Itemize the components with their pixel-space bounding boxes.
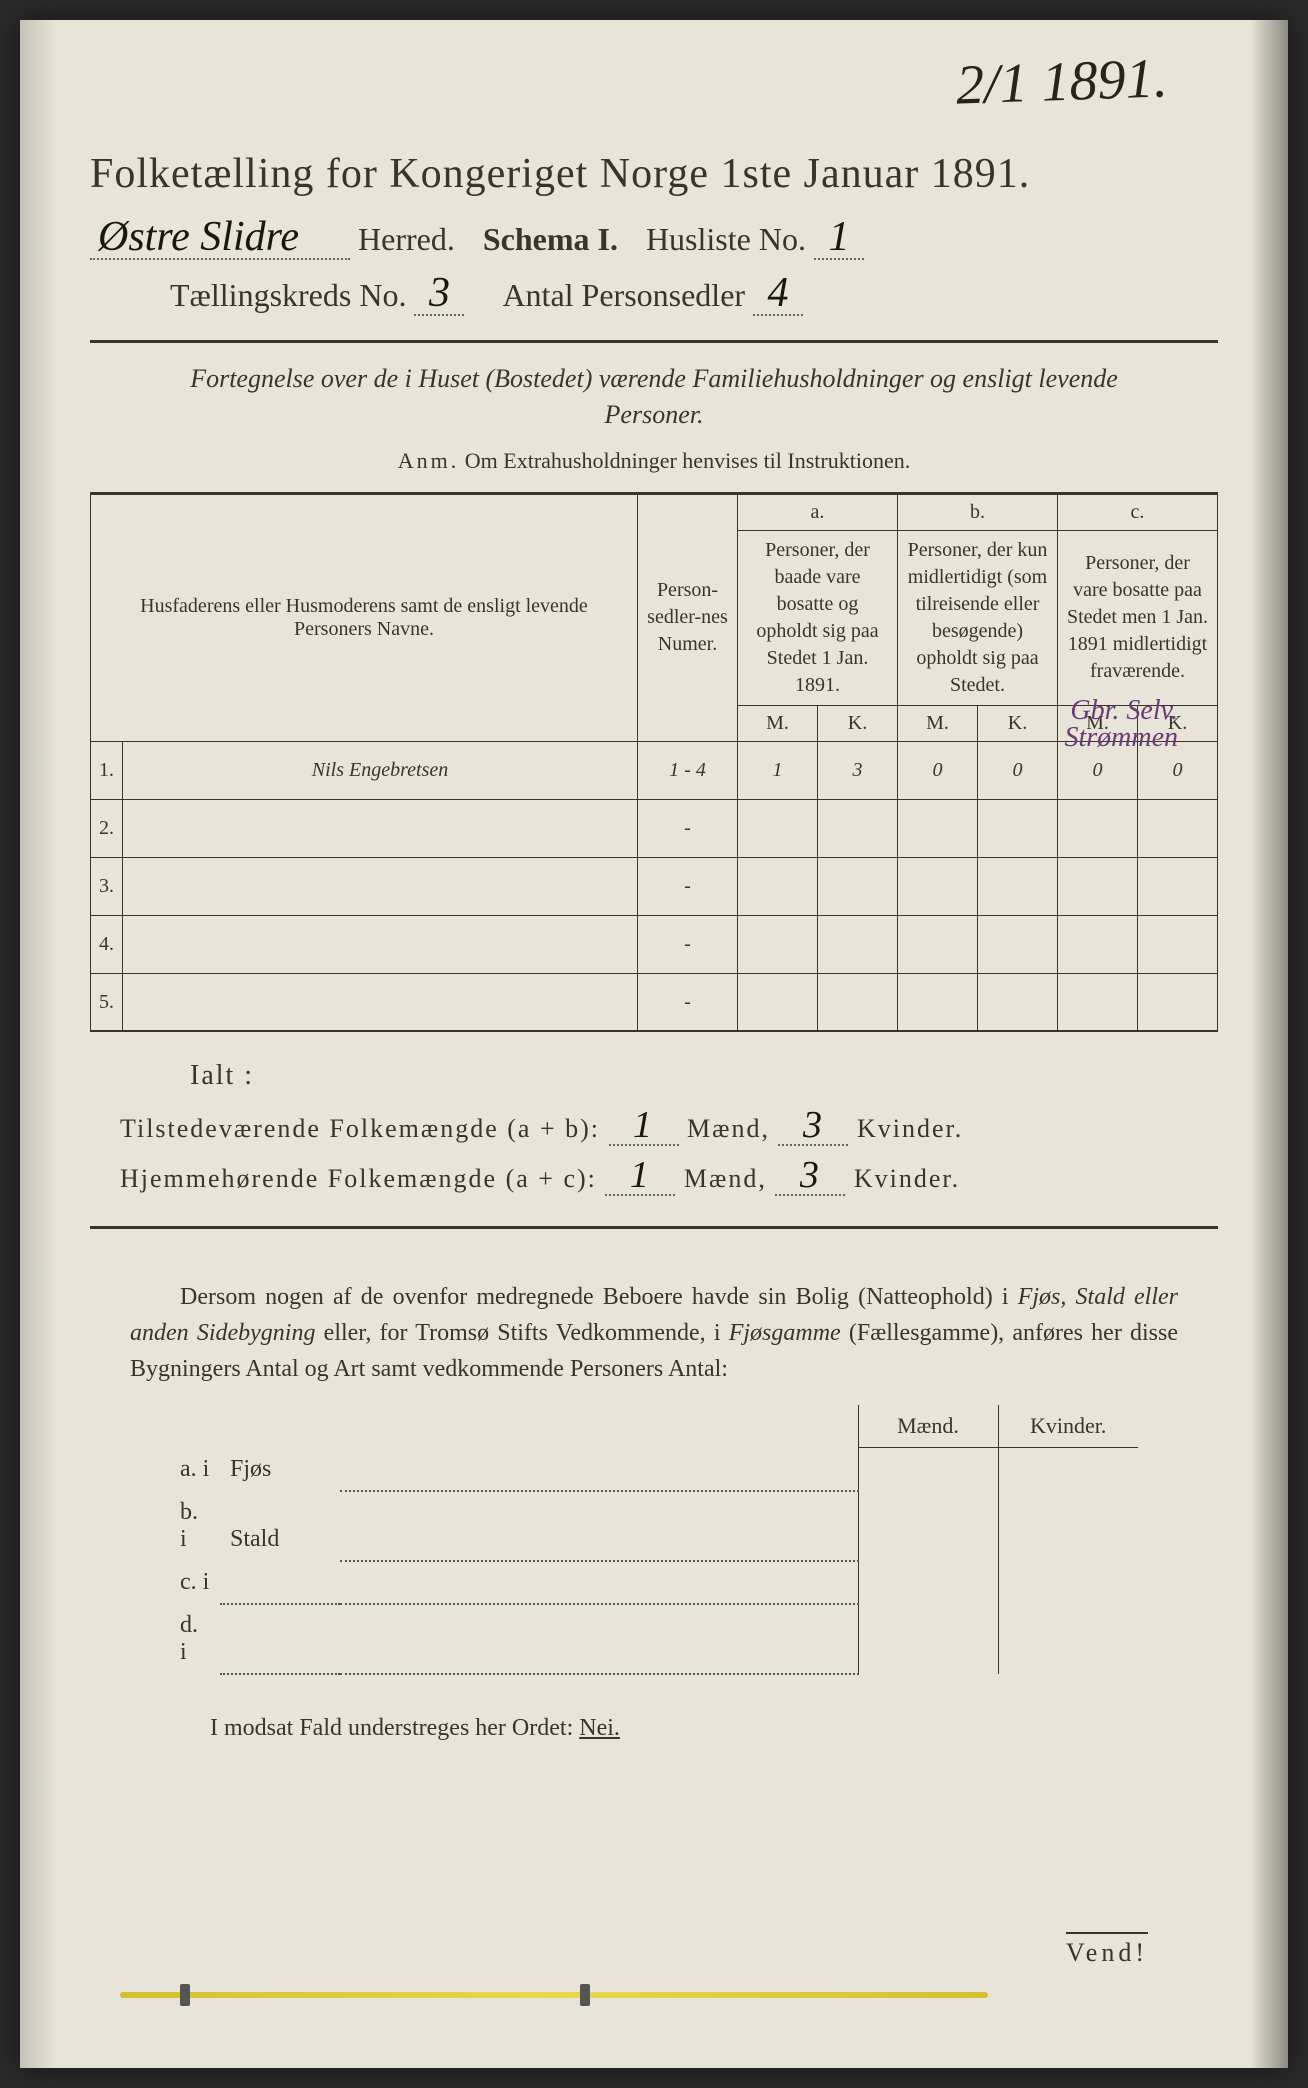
husliste-value: 1 bbox=[814, 216, 864, 260]
sub-row: d. i bbox=[170, 1604, 1138, 1674]
margin-annotation-1: Gbr. Selv. bbox=[1070, 697, 1178, 725]
divider bbox=[90, 340, 1218, 343]
group-b-desc: Personer, der kun midlertidigt (som tilr… bbox=[898, 530, 1058, 705]
vend-label: Vend! bbox=[1066, 1932, 1148, 1968]
col-names-header: Husfaderens eller Husmoderens samt de en… bbox=[91, 493, 638, 741]
row-num: 3. bbox=[91, 857, 123, 915]
group-c-desc: Personer, der vare bosatte paa Stedet me… bbox=[1058, 530, 1218, 705]
row-num: 4. bbox=[91, 915, 123, 973]
sum-resident-k-label: Kvinder. bbox=[854, 1164, 960, 1193]
sum-resident-m: 1 bbox=[605, 1156, 675, 1196]
herred-label: Herred. bbox=[358, 221, 455, 258]
kreds-line: Tællingskreds No. 3 Antal Personsedler 4 bbox=[170, 272, 1218, 316]
sum-resident: Hjemmehørende Folkemængde (a + c): 1 Mæn… bbox=[120, 1156, 1218, 1196]
herred-line: Østre Slidre Herred. Schema I. Husliste … bbox=[90, 216, 1218, 260]
b-k-header: K. bbox=[978, 705, 1058, 741]
a-k-header: K. bbox=[818, 705, 898, 741]
subtitle: Fortegnelse over de i Huset (Bostedet) v… bbox=[150, 361, 1158, 434]
row-name bbox=[123, 915, 638, 973]
census-form-page: 2/1 1891. Folketælling for Kongeriget No… bbox=[20, 20, 1288, 2068]
schema-label: Schema I. bbox=[483, 221, 618, 258]
anm-text: Om Extrahusholdninger henvises til Instr… bbox=[465, 448, 910, 473]
para-p2: eller, for Tromsø Stifts Vedkommende, i bbox=[315, 1320, 728, 1346]
antal-label: Antal Personsedler bbox=[502, 277, 745, 314]
census-table: Husfaderens eller Husmoderens samt de en… bbox=[90, 492, 1218, 1033]
sum-present-m: 1 bbox=[609, 1106, 679, 1146]
sum-present-k-label: Kvinder. bbox=[857, 1114, 963, 1143]
row-name: Nils Engebretsen bbox=[123, 741, 638, 799]
sub-cat: Stald bbox=[220, 1491, 340, 1561]
sum-present-label: Tilstedeværende Folkemængde (a + b): bbox=[120, 1114, 600, 1143]
kreds-value: 3 bbox=[414, 272, 464, 316]
table-row: 2. - bbox=[91, 799, 1218, 857]
sum-present: Tilstedeværende Folkemængde (a + b): 1 M… bbox=[120, 1106, 1218, 1146]
sub-maend-header: Mænd. bbox=[858, 1405, 998, 1448]
row-bM: 0 bbox=[898, 741, 978, 799]
group-a-label: a. bbox=[738, 493, 898, 530]
top-corner-date: 2/1 1891. bbox=[955, 46, 1169, 117]
row-personsedler: - bbox=[638, 973, 738, 1031]
row-num: 1. bbox=[91, 741, 123, 799]
table-row: 4. - bbox=[91, 915, 1218, 973]
row-personsedler: - bbox=[638, 799, 738, 857]
sub-lab: c. i bbox=[170, 1561, 220, 1604]
anm-label: Anm. bbox=[398, 448, 460, 473]
ialt-label: Ialt : bbox=[190, 1060, 1218, 1092]
staple-icon bbox=[580, 1984, 590, 2006]
closing-nei: Nei. bbox=[579, 1715, 620, 1741]
row-personsedler: - bbox=[638, 857, 738, 915]
husliste-label: Husliste No. bbox=[646, 221, 806, 258]
staple-icon bbox=[180, 1984, 190, 2006]
sum-resident-label: Hjemmehørende Folkemængde (a + c): bbox=[120, 1164, 597, 1193]
row-num: 5. bbox=[91, 973, 123, 1031]
b-m-header: M. bbox=[898, 705, 978, 741]
herred-value: Østre Slidre bbox=[90, 216, 350, 260]
sum-present-k: 3 bbox=[778, 1106, 848, 1146]
row-aK: 3 bbox=[818, 741, 898, 799]
sum-resident-m-label: Mænd, bbox=[684, 1164, 767, 1193]
sub-cat bbox=[220, 1561, 340, 1604]
group-c-label: c. bbox=[1058, 493, 1218, 530]
row-num: 2. bbox=[91, 799, 123, 857]
row-personsedler: - bbox=[638, 915, 738, 973]
sub-row: a. i Fjøs bbox=[170, 1448, 1138, 1491]
row-aM: 1 bbox=[738, 741, 818, 799]
sub-cat: Fjøs bbox=[220, 1448, 340, 1491]
closing-line: I modsat Fald understreges her Ordet: Ne… bbox=[210, 1715, 1218, 1742]
closing-pre: I modsat Fald understreges her Ordet: bbox=[210, 1715, 579, 1741]
sum-present-m-label: Mænd, bbox=[687, 1114, 770, 1143]
sub-lab: a. i bbox=[170, 1448, 220, 1491]
group-b-label: b. bbox=[898, 493, 1058, 530]
sub-cat bbox=[220, 1604, 340, 1674]
anm-note: Anm. Om Extrahusholdninger henvises til … bbox=[90, 448, 1218, 474]
sub-kvinder-header: Kvinder. bbox=[998, 1405, 1138, 1448]
binding-thread bbox=[120, 1992, 988, 1998]
table-row: 1. Nils Engebretsen 1 - 4 1 3 0 0 0 0 bbox=[91, 741, 1218, 799]
row-personsedler: 1 - 4 bbox=[638, 741, 738, 799]
table-row: 5. - bbox=[91, 973, 1218, 1031]
col-num-header: Person-sedler-nes Numer. bbox=[638, 493, 738, 741]
para-i2: Fjøsgamme bbox=[729, 1320, 841, 1346]
outbuilding-paragraph: Dersom nogen af de ovenfor medregnede Be… bbox=[130, 1279, 1178, 1387]
row-name bbox=[123, 973, 638, 1031]
para-p1: Dersom nogen af de ovenfor medregnede Be… bbox=[180, 1284, 1018, 1310]
row-name bbox=[123, 857, 638, 915]
antal-value: 4 bbox=[753, 272, 803, 316]
a-m-header: M. bbox=[738, 705, 818, 741]
outbuilding-table: Mænd. Kvinder. a. i Fjøs b. i Stald c. i… bbox=[170, 1405, 1138, 1675]
sub-row: b. i Stald bbox=[170, 1491, 1138, 1561]
kreds-label: Tællingskreds No. bbox=[170, 277, 406, 314]
sub-lab: d. i bbox=[170, 1604, 220, 1674]
divider bbox=[90, 1226, 1218, 1229]
group-a-desc: Personer, der baade vare bosatte og opho… bbox=[738, 530, 898, 705]
margin-annotation-2: Strømmen bbox=[1064, 724, 1178, 752]
page-title: Folketælling for Kongeriget Norge 1ste J… bbox=[90, 150, 1218, 198]
sub-row: c. i bbox=[170, 1561, 1138, 1604]
row-bK: 0 bbox=[978, 741, 1058, 799]
table-row: 3. - bbox=[91, 857, 1218, 915]
sum-resident-k: 3 bbox=[775, 1156, 845, 1196]
row-name bbox=[123, 799, 638, 857]
sub-lab: b. i bbox=[170, 1491, 220, 1561]
